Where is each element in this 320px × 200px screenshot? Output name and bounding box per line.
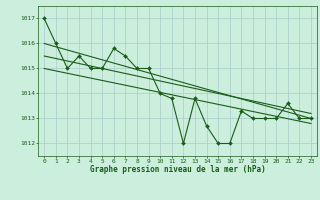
X-axis label: Graphe pression niveau de la mer (hPa): Graphe pression niveau de la mer (hPa) xyxy=(90,165,266,174)
